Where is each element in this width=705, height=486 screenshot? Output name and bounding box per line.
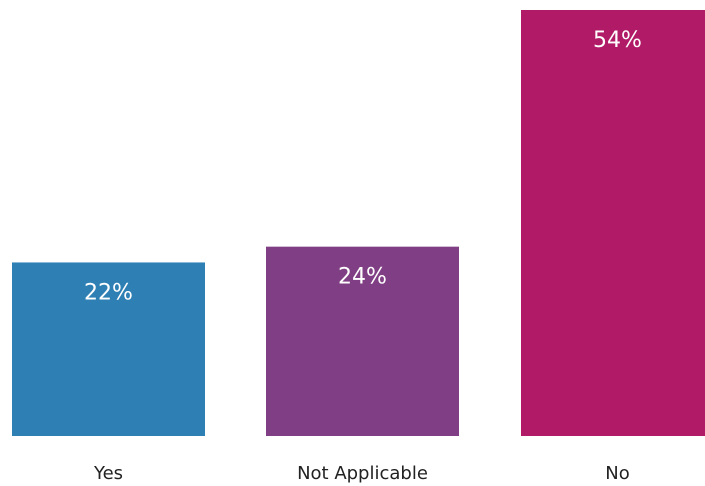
category-label: Not Applicable xyxy=(297,463,428,484)
category-label: Yes xyxy=(93,463,123,484)
value-labels-group: 22% 24% 54% xyxy=(84,28,642,305)
bar-value-label: 22% xyxy=(84,280,133,305)
category-label: No xyxy=(605,463,629,484)
bar-not-applicable xyxy=(266,246,459,436)
bar-no xyxy=(521,10,705,436)
bar-value-label: 24% xyxy=(338,265,387,290)
bar-yes xyxy=(12,262,205,436)
category-labels-group: Yes Not Applicable No xyxy=(93,463,630,484)
bar-value-label: 54% xyxy=(593,28,642,53)
bars-group xyxy=(12,10,705,436)
